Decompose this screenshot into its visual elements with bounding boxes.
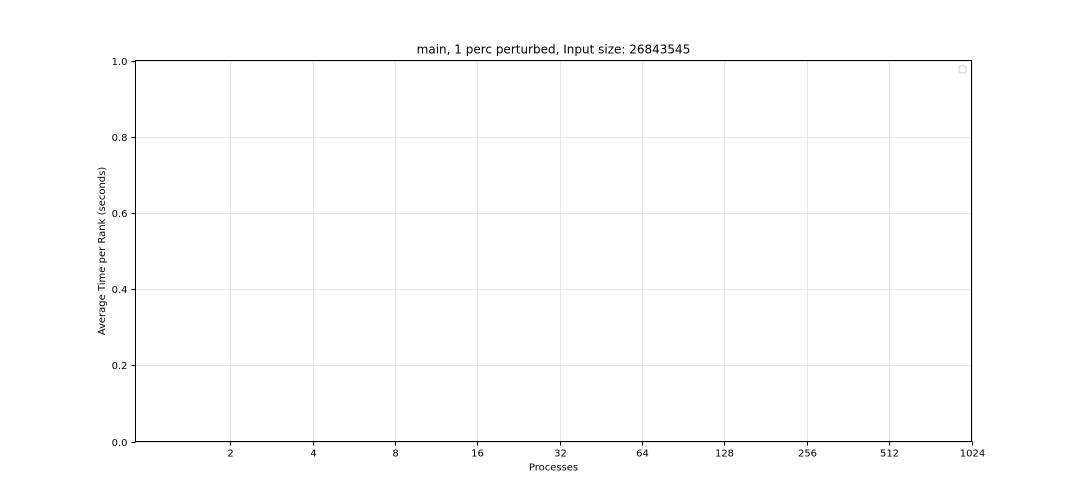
- x-tick-label: 32: [554, 449, 567, 460]
- y-tick-label: 0.0: [112, 438, 128, 449]
- y-tick-label: 0.8: [112, 133, 128, 144]
- x-tick-label: 512: [880, 449, 899, 460]
- y-axis-ticks: 0.0 0.2 0.4 0.6 0.8 1.0: [112, 57, 136, 449]
- plot-area: [135, 60, 972, 442]
- x-tick-label: 4: [310, 449, 316, 460]
- x-tick-label: 2: [227, 449, 233, 460]
- x-tick-label: 64: [636, 449, 649, 460]
- y-axis-label: Average Time per Rank (seconds): [97, 167, 108, 336]
- x-tick-label: 128: [715, 449, 734, 460]
- y-tick-label: 1.0: [112, 57, 128, 68]
- x-axis-ticks: 2 4 8 16 32 64 128 256 512 1024: [227, 441, 985, 460]
- legend-box: [958, 65, 967, 74]
- x-tick-label: 8: [392, 449, 398, 460]
- x-axis-label: Processes: [529, 463, 578, 474]
- y-tick-label: 0.6: [112, 209, 128, 220]
- y-tick-label: 0.4: [112, 285, 128, 296]
- chart-title: main, 1 perc perturbed, Input size: 2684…: [417, 43, 691, 57]
- plot-frame: [135, 60, 972, 442]
- x-tick-label: 16: [471, 449, 484, 460]
- x-tick-label: 256: [798, 449, 817, 460]
- grid-lines: [135, 60, 973, 443]
- x-tick-label: 1024: [960, 449, 985, 460]
- y-tick-label: 0.2: [112, 361, 128, 372]
